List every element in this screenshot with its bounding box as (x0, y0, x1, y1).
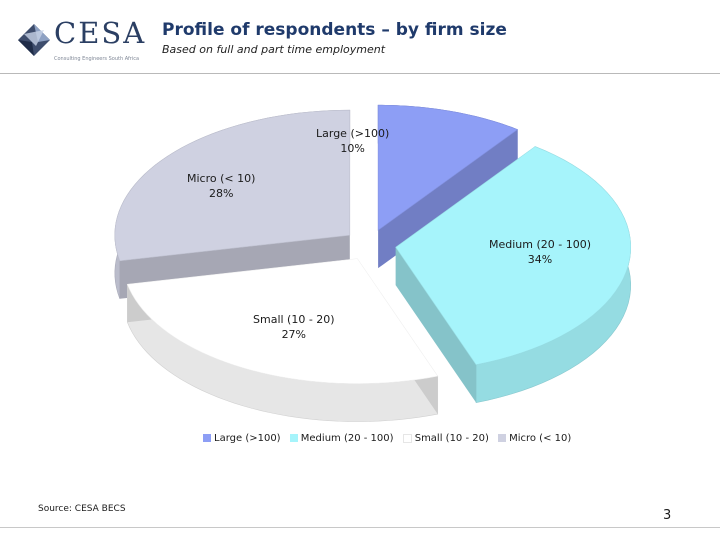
legend-swatch-medium (289, 434, 298, 442)
legend-item-micro: Micro (< 10) (498, 433, 571, 444)
legend-swatch-large (203, 434, 211, 442)
legend-label-medium: Medium (20 - 100) (300, 433, 394, 444)
pie-slice-wall-medium-1 (395, 247, 477, 403)
footer-divider (0, 527, 720, 528)
data-label-small-name: Small (10 - 20) (253, 313, 335, 326)
cesa-logo: CESA Consulting Engineers South Africa (14, 16, 144, 68)
logo-tagline: Consulting Engineers South Africa (54, 56, 140, 62)
logo-text: CESA (54, 16, 147, 50)
legend-label-small: Small (10 - 20) (414, 433, 489, 444)
data-label-medium: Medium (20 - 100) 34% (489, 237, 591, 267)
data-label-medium-value: 34% (527, 253, 553, 266)
chart-legend: Large (>100) Medium (20 - 100) Small (10… (203, 433, 577, 444)
page-title: Profile of respondents – by firm size (162, 20, 507, 40)
legend-label-micro: Micro (< 10) (509, 433, 572, 444)
cesa-logo-mark-icon (18, 24, 50, 56)
page-subtitle: Based on full and part time employment (162, 43, 386, 56)
pie-slice-top-medium (395, 146, 631, 366)
source-note: Source: CESA BECS (38, 504, 126, 514)
page-number: 3 (663, 508, 672, 523)
data-label-large-name: Large (>100) (316, 127, 390, 140)
pie-slice-wall-large-1 (378, 129, 518, 269)
pie-slice-top-micro (114, 109, 351, 262)
data-label-small-value: 27% (281, 328, 307, 341)
data-label-micro-name: Micro (< 10) (187, 172, 256, 185)
legend-label-large: Large (>100) (214, 433, 281, 444)
data-label-large: Large (>100) 10% (316, 126, 389, 156)
legend-item-small: Small (10 - 20) (402, 433, 489, 444)
legend-swatch-small (402, 433, 412, 443)
data-label-small: Small (10 - 20) 27% (253, 312, 335, 342)
pie-slice-top-large (377, 104, 519, 231)
legend-item-large: Large (>100) (203, 433, 281, 444)
legend-swatch-micro (498, 434, 507, 442)
data-label-medium-name: Medium (20 - 100) (489, 238, 592, 251)
data-label-large-value: 10% (340, 142, 365, 155)
data-label-micro-value: 28% (208, 187, 234, 200)
header-divider (0, 73, 720, 74)
pie-slice-large (377, 104, 519, 269)
legend-item-medium: Medium (20 - 100) (289, 433, 394, 444)
pie-slice-medium (395, 146, 631, 404)
data-label-micro: Micro (< 10) 28% (187, 171, 255, 201)
pie-slice-top-small (126, 258, 439, 384)
pie-slice-small (126, 258, 439, 422)
